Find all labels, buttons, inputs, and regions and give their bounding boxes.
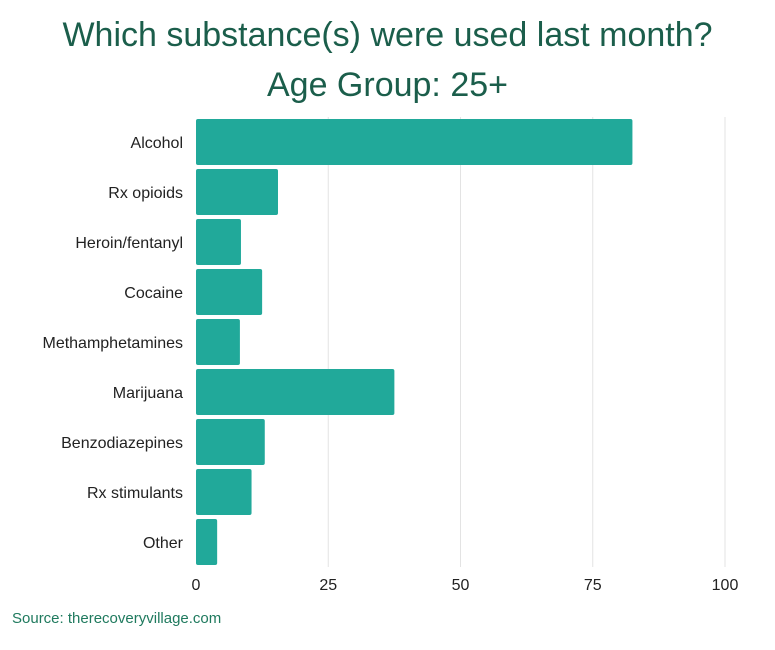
bar-heroin-fentanyl bbox=[196, 219, 241, 265]
x-tick-label: 75 bbox=[584, 577, 602, 594]
bar-other bbox=[196, 519, 218, 565]
category-label: Heroin/fentanyl bbox=[75, 235, 183, 252]
bars bbox=[196, 119, 633, 565]
bar-alcohol bbox=[196, 119, 633, 165]
category-label: Marijuana bbox=[113, 385, 183, 402]
x-tick-label: 100 bbox=[712, 577, 739, 594]
bar-methamphetamines bbox=[196, 319, 240, 365]
source-note: Source: therecoveryvillage.com bbox=[12, 610, 222, 627]
chart-title-line-1: Which substance(s) were used last month? bbox=[62, 16, 713, 54]
x-tick-label: 25 bbox=[319, 577, 337, 594]
bar-chart: Alcohol Rx opioids Heroin/fentanyl Cocaine M… bbox=[42, 117, 739, 594]
category-label: Benzodiazepines bbox=[61, 435, 183, 452]
bar-marijuana bbox=[196, 369, 395, 415]
x-tick-labels: 0 25 50 75 100 bbox=[192, 577, 739, 594]
category-label: Rx stimulants bbox=[87, 485, 183, 502]
category-labels: Alcohol Rx opioids Heroin/fentanyl Cocaine M… bbox=[42, 135, 183, 552]
category-label: Alcohol bbox=[131, 135, 183, 152]
chart-title-line-2: Age Group: 25+ bbox=[266, 66, 508, 104]
x-tick-label: 0 bbox=[192, 577, 201, 594]
category-label: Other bbox=[143, 535, 184, 552]
category-label: Cocaine bbox=[124, 285, 183, 302]
grid-lines bbox=[327, 117, 726, 567]
bar-benzodiazepines bbox=[196, 419, 265, 465]
x-tick-label: 50 bbox=[452, 577, 470, 594]
bar-cocaine bbox=[196, 269, 263, 315]
category-label: Rx opioids bbox=[108, 185, 183, 202]
category-label: Methamphetamines bbox=[42, 335, 183, 352]
bar-rx-opioids bbox=[196, 169, 278, 215]
bar-rx-stimulants bbox=[196, 469, 252, 515]
